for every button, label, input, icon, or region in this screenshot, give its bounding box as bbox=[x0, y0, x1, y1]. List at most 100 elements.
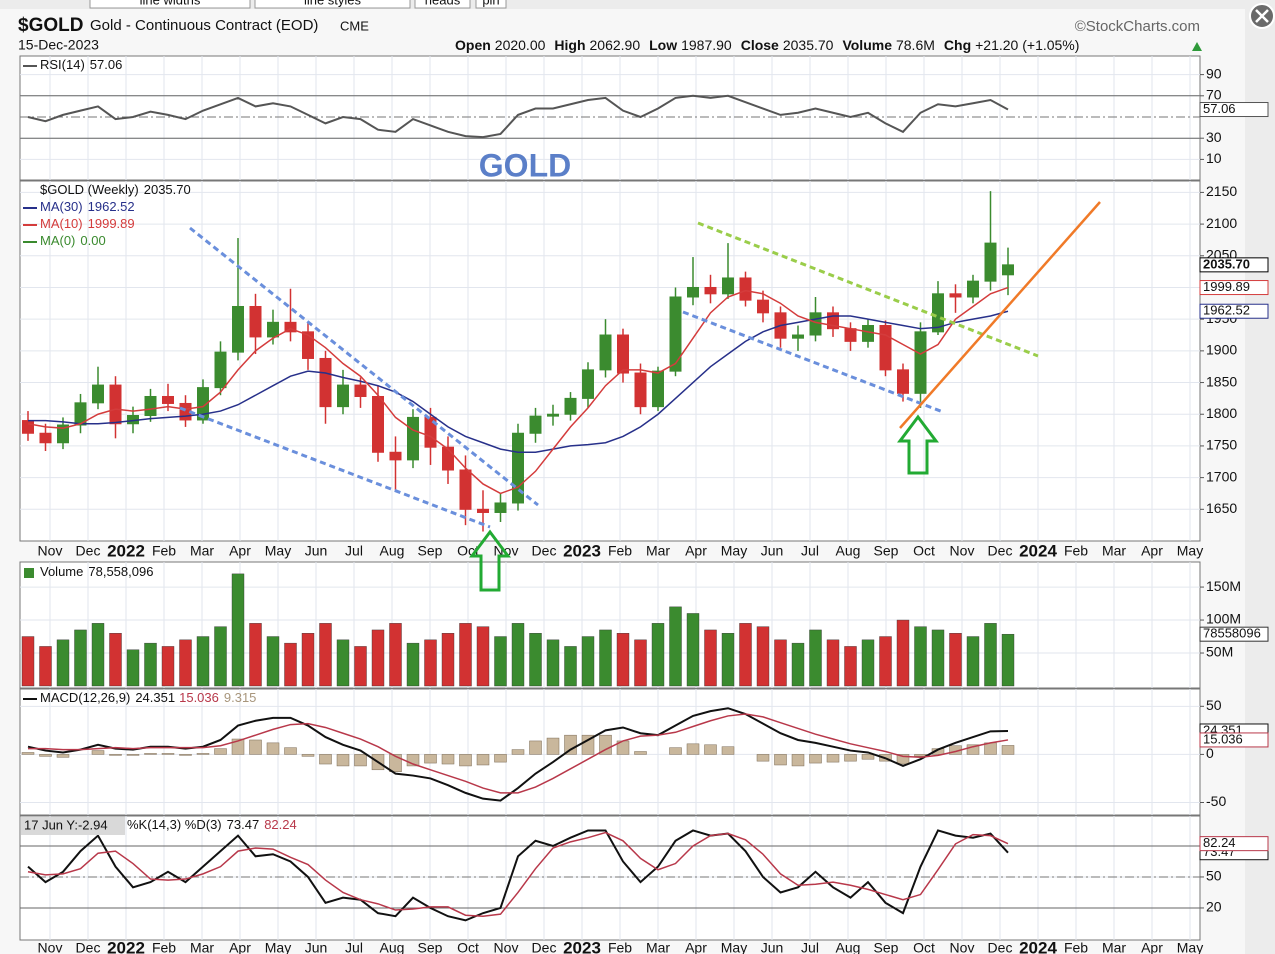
histogram-bar bbox=[266, 742, 280, 755]
volume-bar bbox=[686, 613, 700, 687]
histogram-bar bbox=[896, 754, 910, 765]
x-tick-label: Jul bbox=[801, 940, 819, 954]
candle-body bbox=[617, 334, 629, 374]
histogram-bar bbox=[966, 744, 980, 755]
legend-text: RSI(14) bbox=[40, 57, 85, 72]
candle-body bbox=[967, 280, 979, 298]
volume-bar bbox=[616, 633, 630, 687]
histogram-bar bbox=[126, 754, 140, 756]
x-tick-label: Jul bbox=[345, 543, 363, 559]
candle-body bbox=[144, 395, 157, 417]
x-tick-label: Feb bbox=[152, 940, 176, 954]
candle-body bbox=[319, 357, 332, 408]
close-icon bbox=[1255, 9, 1269, 23]
candle-body bbox=[407, 416, 419, 461]
instrument-name: Gold - Continuous Contract (EOD) bbox=[90, 17, 318, 34]
x-tick-label: Mar bbox=[1102, 940, 1126, 954]
volume-bar bbox=[529, 633, 542, 687]
x-tick-label: Aug bbox=[836, 940, 861, 954]
volume-bar bbox=[354, 646, 367, 687]
candle-body bbox=[354, 384, 367, 397]
quote-value: +21.20 (+1.05%) bbox=[975, 37, 1079, 53]
source: ©StockCharts.com bbox=[1075, 18, 1200, 35]
quote: Open 2020.00 High 2062.90 Low 1987.90 Close 203… bbox=[455, 37, 1079, 53]
x-tick-label: Dec bbox=[532, 543, 557, 559]
x-tick-label: Aug bbox=[380, 940, 405, 954]
volume-bar bbox=[879, 636, 892, 687]
histogram-bar bbox=[91, 750, 105, 755]
value-label: 1999.89 bbox=[1203, 279, 1250, 294]
y-tick-label: 1750 bbox=[1206, 437, 1237, 453]
candle-body bbox=[757, 299, 769, 314]
histogram-bar bbox=[161, 753, 175, 755]
y-tick-label: 2100 bbox=[1206, 215, 1237, 231]
x-tick-label: May bbox=[721, 940, 747, 954]
trendline bbox=[179, 406, 491, 529]
volume-bar bbox=[249, 623, 262, 687]
toolbar-label: line widths bbox=[140, 0, 201, 7]
volume-bar bbox=[774, 639, 787, 687]
legend: %K(14,3) %D(3) 73.47 82.24 bbox=[127, 817, 297, 832]
histogram-bar bbox=[406, 754, 420, 767]
toolbar-tab bbox=[475, 0, 507, 9]
volume-bar bbox=[459, 623, 472, 687]
quote-value: 2020.00 bbox=[495, 37, 546, 53]
volume-bar bbox=[494, 636, 507, 687]
x-tick-label: Dec bbox=[76, 940, 101, 954]
histogram-bar bbox=[301, 754, 315, 757]
y-tick-label: 10 bbox=[1206, 150, 1222, 166]
x-tick-label: Mar bbox=[1102, 543, 1126, 559]
x-tick-label: Apr bbox=[229, 940, 251, 954]
y-tick-label: 1650 bbox=[1206, 500, 1237, 516]
volume-bar bbox=[931, 629, 945, 687]
toolbar-label: pin bbox=[482, 0, 499, 7]
x-tick-label: Mar bbox=[190, 543, 214, 559]
candle-body bbox=[932, 293, 944, 333]
candle-body bbox=[1002, 264, 1014, 276]
quote-label: Low bbox=[649, 37, 677, 53]
histogram-bar bbox=[459, 754, 472, 767]
symbol: $GOLD bbox=[18, 15, 83, 36]
histogram-bar bbox=[634, 751, 647, 755]
legend: MA(10) 1999.89 bbox=[40, 216, 135, 231]
x-tick-label: Apr bbox=[685, 940, 707, 954]
x-tick-label: Dec bbox=[988, 940, 1013, 954]
x-tick-label: 2023 bbox=[563, 938, 601, 954]
histogram-bar bbox=[756, 754, 770, 762]
volume-bar bbox=[91, 623, 105, 687]
volume-bar bbox=[599, 629, 612, 687]
volume-bar bbox=[179, 639, 192, 687]
candle-body bbox=[162, 395, 174, 404]
tooltip-box bbox=[21, 817, 125, 835]
histogram-bar bbox=[179, 754, 192, 756]
x-tick-label: Feb bbox=[608, 543, 632, 559]
histogram-bar bbox=[354, 754, 367, 767]
candle-body bbox=[459, 469, 472, 510]
volume-bar bbox=[144, 642, 157, 687]
quote-value: 2035.70 bbox=[783, 37, 834, 53]
legend-text: Volume bbox=[40, 564, 83, 579]
histogram-bar bbox=[319, 754, 332, 765]
volume-bar bbox=[39, 646, 52, 687]
x-tick-label: Dec bbox=[988, 543, 1013, 559]
volume-bar bbox=[74, 629, 87, 687]
value-label: 78558096 bbox=[1203, 626, 1261, 641]
histogram-bar bbox=[686, 743, 700, 755]
candle-body bbox=[704, 286, 717, 295]
legend-text: 15.036 bbox=[179, 690, 219, 705]
annotation: GOLD bbox=[479, 147, 571, 183]
volume-bar bbox=[651, 623, 665, 687]
candle-body bbox=[337, 384, 349, 408]
volume-bar bbox=[476, 626, 490, 687]
x-tick-label: Sep bbox=[418, 543, 443, 559]
histogram-bar bbox=[721, 746, 735, 755]
x-tick-label: May bbox=[1177, 543, 1203, 559]
x-tick-label: Oct bbox=[457, 940, 479, 954]
quote-value: 1987.90 bbox=[681, 37, 732, 53]
legend-text: MA(0) bbox=[40, 233, 75, 248]
volume-bar bbox=[739, 623, 752, 687]
candle-body bbox=[109, 384, 122, 425]
y-tick-label: 50 bbox=[1206, 868, 1222, 884]
quote-value: 2062.90 bbox=[590, 37, 641, 53]
volume-bar bbox=[546, 639, 560, 687]
